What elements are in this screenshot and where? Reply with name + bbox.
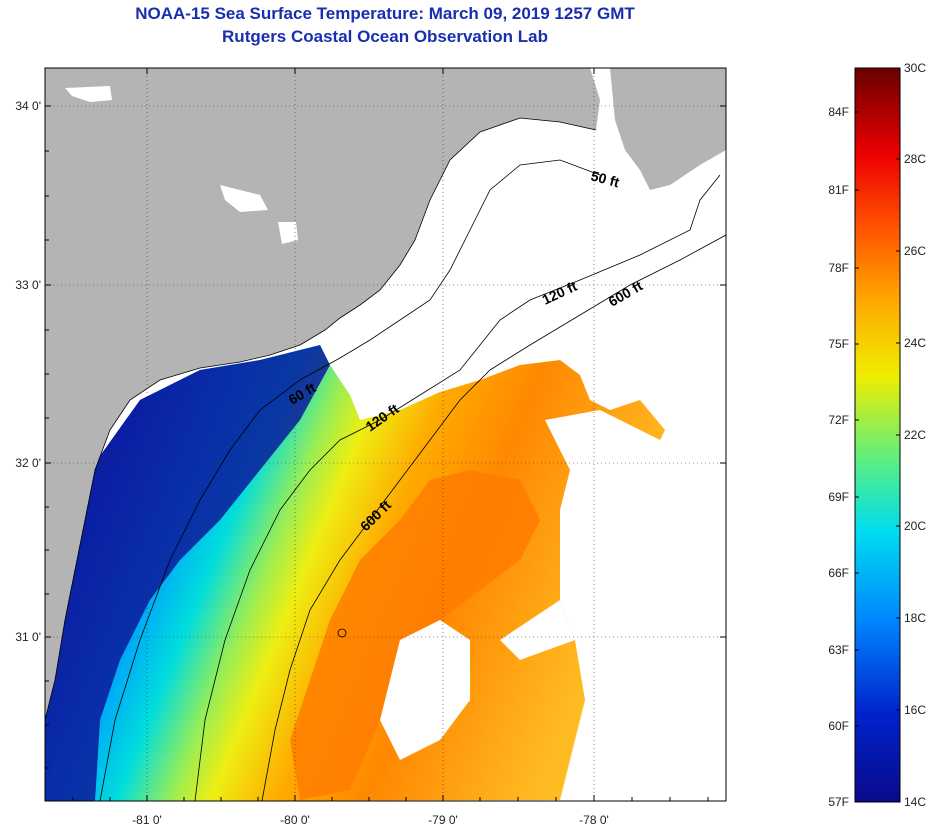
- cloud-gap-1: [380, 620, 470, 760]
- cb-f-63: 63F: [828, 643, 849, 657]
- cb-c-20: 20C: [904, 519, 926, 533]
- cb-f-78: 78F: [828, 261, 849, 275]
- cloud-gap-3: [545, 410, 660, 470]
- lat-label-32: 32 0': [15, 456, 41, 470]
- colorbar-gradient: [854, 67, 901, 803]
- cb-f-66: 66F: [828, 566, 849, 580]
- cb-c-26: 26C: [904, 244, 926, 258]
- cb-f-69: 69F: [828, 490, 849, 504]
- lon-label-80: -80 0': [280, 813, 310, 827]
- sst-cold-band: [45, 345, 330, 801]
- cb-c-24: 24C: [904, 336, 926, 350]
- colorbar: 84F 81F 78F 75F 72F 69F 66F 63F 60F 57F …: [828, 61, 926, 809]
- graticule: [45, 68, 726, 801]
- cb-f-84: 84F: [828, 105, 849, 119]
- lat-label-33: 33 0': [15, 278, 41, 292]
- cloud-gap-2: [500, 600, 575, 660]
- contour-label-50ft-north: 50 ft: [589, 167, 621, 190]
- cb-f-57: 57F: [828, 795, 849, 809]
- cb-f-81: 81F: [828, 183, 849, 197]
- cb-c-28: 28C: [904, 152, 926, 166]
- cb-c-14: 14C: [904, 795, 926, 809]
- lake-1: [65, 86, 112, 102]
- land-mass-ne: [610, 68, 726, 190]
- cb-c-30: 30C: [904, 61, 926, 75]
- cb-c-18: 18C: [904, 611, 926, 625]
- depth-contours: [99, 159, 726, 801]
- axis-ticks: [45, 68, 726, 801]
- cb-f-72: 72F: [828, 413, 849, 427]
- cb-c-16: 16C: [904, 703, 926, 717]
- lon-label-79: -79 0': [428, 813, 458, 827]
- contour-50ft: [99, 159, 601, 801]
- title-line-1: NOAA-15 Sea Surface Temperature: March 0…: [135, 4, 635, 23]
- cb-f-75: 75F: [828, 337, 849, 351]
- title-line-2: Rutgers Coastal Ocean Observation Lab: [222, 27, 548, 46]
- cb-c-22: 22C: [904, 428, 926, 442]
- lake-2: [220, 185, 268, 212]
- cb-f-60: 60F: [828, 719, 849, 733]
- buoy-marker: [337, 628, 347, 638]
- lon-label-78: -78 0': [579, 813, 609, 827]
- map-frame: [44, 67, 727, 802]
- contour-120ft: [194, 174, 721, 801]
- coastline: [45, 117, 597, 721]
- lat-label-31: 31 0': [15, 630, 41, 644]
- lon-label-81: -81 0': [132, 813, 162, 827]
- contour-600ft: [261, 234, 726, 801]
- lake-3: [278, 222, 298, 244]
- lat-label-34: 34 0': [15, 99, 41, 113]
- land-mass: [45, 68, 600, 720]
